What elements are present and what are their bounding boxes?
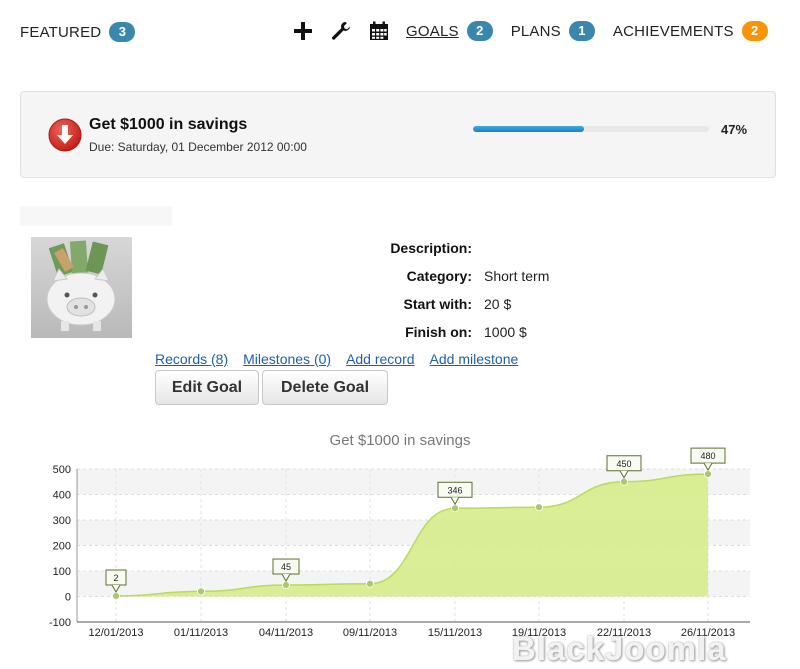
x-tick-label: 09/11/2013 [343, 627, 397, 639]
x-tick-label: 12/01/2013 [88, 627, 143, 639]
chart-title: Get $1000 in savings [329, 432, 471, 449]
data-point [451, 504, 459, 513]
divider-bar [20, 206, 172, 226]
add-record-link[interactable]: Add record [346, 351, 415, 367]
data-point [282, 581, 290, 589]
y-tick-label: 0 [65, 592, 71, 604]
data-label-pointer [619, 470, 629, 479]
start-value: 20 $ [484, 296, 512, 312]
data-label-pointer [111, 584, 121, 593]
featured-count-badge: 3 [109, 22, 136, 42]
data-label-pointer [281, 573, 291, 583]
goal-image [31, 237, 132, 338]
data-label: 45 [281, 562, 291, 572]
goal-links: Records (8) Milestones (0) Add record Ad… [155, 351, 518, 367]
edit-goal-button[interactable]: Edit Goal [155, 370, 259, 405]
finish-value: 1000 $ [484, 324, 527, 340]
nav-plans-link[interactable]: PLANS [510, 22, 561, 40]
data-label: 346 [447, 485, 462, 495]
goals-count-badge: 2 [466, 21, 493, 41]
goal-title[interactable]: Get $1000 in savings [89, 116, 248, 133]
calendar-icon[interactable] [368, 20, 390, 42]
data-point [704, 470, 712, 479]
data-label-pointer [703, 462, 713, 472]
wrench-icon[interactable] [330, 20, 352, 42]
data-label: 480 [700, 451, 715, 461]
nav-left: FEATURED 3 [20, 22, 136, 42]
nav-goals-link[interactable]: GOALS [406, 22, 459, 40]
nav-right: GOALS 2 PLANS 1 ACHIEVEMENTS 2 [292, 20, 768, 42]
series-line [115, 473, 709, 597]
nav-featured-link[interactable]: FEATURED [20, 23, 102, 41]
data-label: 2 [113, 573, 118, 583]
records-link[interactable]: Records (8) [155, 351, 229, 367]
x-tick-label: 04/11/2013 [259, 627, 313, 639]
finish-label: Finish on: [405, 324, 472, 340]
y-tick-label: 200 [53, 541, 71, 553]
y-tick-label: 100 [53, 566, 71, 578]
goal-summary-box: Get $1000 in savings Due: Saturday, 01 D… [20, 91, 776, 178]
y-tick-label: 500 [53, 464, 71, 476]
x-tick-label: 22/11/2013 [597, 627, 651, 639]
y-tick-label: 300 [53, 515, 71, 527]
y-tick-label: -100 [49, 617, 71, 629]
add-milestone-link[interactable]: Add milestone [429, 351, 519, 367]
goal-progress-percent: 47% [721, 122, 748, 137]
plans-count-badge: 1 [568, 21, 595, 41]
data-label: 450 [616, 459, 631, 469]
description-label: Description: [390, 240, 472, 256]
x-tick-label: 01/11/2013 [174, 627, 228, 639]
goal-due-date: Due: Saturday, 01 December 2012 00:00 [89, 140, 307, 154]
category-label: Category: [406, 268, 472, 284]
nav-achievements-link[interactable]: ACHIEVEMENTS [612, 22, 734, 40]
achievements-count-badge: 2 [741, 21, 768, 41]
data-point [366, 579, 374, 588]
x-tick-label: 15/11/2013 [428, 627, 482, 639]
watermark-logo: BlackJoomla [512, 630, 727, 667]
data-point [112, 592, 120, 600]
y-tick-label: 400 [53, 490, 71, 502]
data-point [620, 477, 628, 486]
start-label: Start with: [403, 296, 472, 312]
goal-progress-fill [473, 126, 584, 132]
data-point [535, 503, 543, 512]
x-tick-label: 19/11/2013 [512, 627, 566, 639]
down-arrow-icon [48, 118, 82, 152]
milestones-link[interactable]: Milestones (0) [243, 351, 332, 367]
category-value: Short term [484, 268, 550, 284]
goal-progress-bar [473, 126, 709, 132]
data-label-pointer [450, 497, 460, 506]
data-point [197, 587, 205, 596]
delete-goal-button[interactable]: Delete Goal [262, 370, 388, 405]
x-tick-label: 26/11/2013 [681, 627, 735, 639]
plus-icon[interactable] [292, 20, 314, 42]
